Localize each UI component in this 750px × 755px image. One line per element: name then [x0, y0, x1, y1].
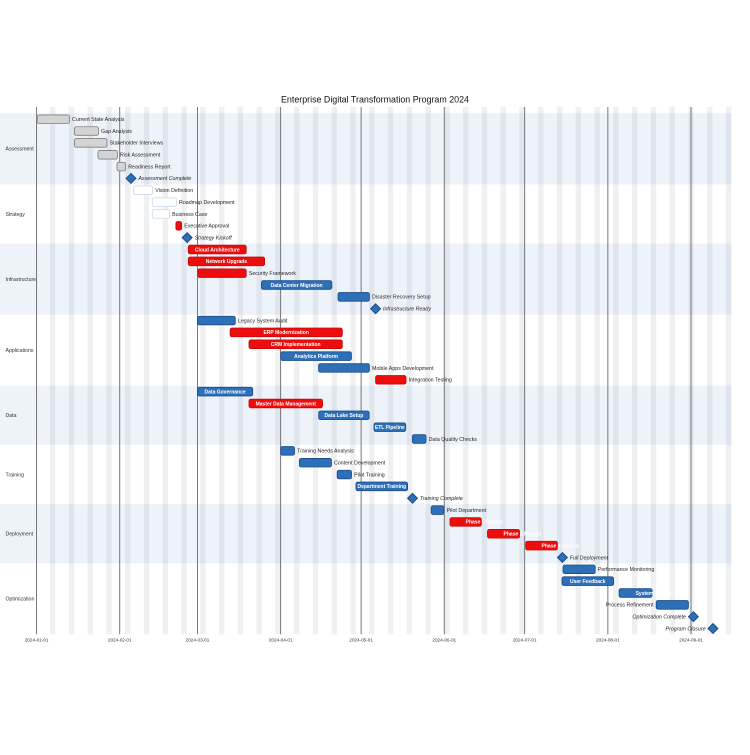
svg-text:Legacy System Audit: Legacy System Audit	[238, 318, 288, 324]
svg-text:Analytics Platform: Analytics Platform	[294, 354, 338, 360]
svg-text:Training: Training	[6, 472, 25, 478]
svg-text:ETL Pipeline: ETL Pipeline	[375, 425, 405, 431]
svg-text:Master Data Management: Master Data Management	[256, 401, 317, 407]
svg-text:Integration Testing: Integration Testing	[409, 378, 452, 384]
svg-text:CRM Implementation: CRM Implementation	[271, 342, 321, 348]
svg-text:Infrastructure: Infrastructure	[6, 277, 37, 283]
svg-text:Phase 2 Rollout: Phase 2 Rollout	[504, 532, 542, 538]
svg-text:Roadmap Development: Roadmap Development	[179, 200, 235, 206]
svg-text:2024-08-01: 2024-08-01	[596, 638, 620, 643]
svg-text:2024-06-01: 2024-06-01	[432, 638, 456, 643]
svg-text:2024-01-01: 2024-01-01	[25, 638, 49, 643]
svg-text:Training Needs Analysis: Training Needs Analysis	[297, 449, 354, 455]
svg-text:Phase 3 Rollout: Phase 3 Rollout	[542, 543, 580, 549]
svg-text:Assessment: Assessment	[6, 147, 35, 153]
svg-text:Optimization Complete: Optimization Complete	[632, 614, 686, 620]
svg-text:Content Development: Content Development	[334, 461, 386, 467]
svg-text:Data: Data	[6, 413, 17, 419]
svg-text:Deployment: Deployment	[6, 532, 34, 538]
svg-text:Pilot Department: Pilot Department	[447, 508, 487, 514]
svg-text:Risk Assessment: Risk Assessment	[120, 153, 161, 159]
svg-text:Process Refinement: Process Refinement	[606, 603, 654, 609]
svg-text:Cloud Architecture: Cloud Architecture	[195, 247, 240, 253]
svg-text:Phase 1 Rollout: Phase 1 Rollout	[466, 520, 504, 526]
svg-text:Network Upgrade: Network Upgrade	[206, 259, 248, 265]
svg-text:Performance Monitoring: Performance Monitoring	[598, 567, 655, 573]
svg-text:Strategy: Strategy	[6, 212, 26, 218]
svg-text:Disaster Recovery Setup: Disaster Recovery Setup	[372, 295, 431, 301]
svg-text:Applications: Applications	[6, 348, 34, 354]
svg-text:Vision Definition: Vision Definition	[155, 188, 193, 194]
svg-text:Assessment Complete: Assessment Complete	[137, 176, 191, 182]
svg-text:Security Framework: Security Framework	[249, 271, 296, 277]
svg-text:Pilot Training: Pilot Training	[354, 472, 385, 478]
svg-text:Readiness Report: Readiness Report	[128, 164, 171, 170]
svg-text:Program Closure: Program Closure	[666, 626, 706, 632]
svg-text:User Feedback: User Feedback	[570, 579, 606, 585]
svg-text:Data Governance: Data Governance	[205, 389, 246, 395]
svg-text:Infrastructure Ready: Infrastructure Ready	[383, 307, 431, 313]
svg-text:Department Training: Department Training	[357, 484, 406, 490]
svg-text:2024-03-01: 2024-03-01	[186, 638, 210, 643]
svg-text:Mobile Apps Development: Mobile Apps Development	[372, 366, 434, 372]
svg-text:Gap Analysis: Gap Analysis	[101, 129, 132, 135]
svg-text:Training Complete: Training Complete	[420, 496, 463, 502]
svg-text:2024-02-01: 2024-02-01	[108, 638, 132, 643]
svg-text:Executive Approval: Executive Approval	[184, 224, 229, 230]
svg-text:Business Case: Business Case	[172, 212, 207, 218]
svg-text:Data Lake Setup: Data Lake Setup	[324, 413, 363, 419]
svg-text:Optimization: Optimization	[6, 597, 35, 603]
svg-text:2024-04-01: 2024-04-01	[269, 638, 293, 643]
svg-text:Data Center Migration: Data Center Migration	[271, 283, 323, 289]
svg-text:Stakeholder Interviews: Stakeholder Interviews	[110, 141, 164, 147]
svg-text:2024-09-01: 2024-09-01	[679, 638, 703, 643]
svg-text:ERP Modernization: ERP Modernization	[263, 330, 308, 336]
svg-text:Data Quality Checks: Data Quality Checks	[429, 437, 478, 443]
svg-text:Full Deployment: Full Deployment	[570, 555, 609, 561]
svg-text:System Tuning: System Tuning	[636, 591, 671, 597]
svg-text:Enterprise Digital Transformat: Enterprise Digital Transformation Progra…	[281, 94, 469, 104]
svg-text:Strategy Kickoff: Strategy Kickoff	[195, 235, 233, 241]
svg-text:2024-07-01: 2024-07-01	[513, 638, 537, 643]
svg-text:Current State Analysis: Current State Analysis	[72, 117, 125, 123]
svg-text:2024-05-01: 2024-05-01	[349, 638, 373, 643]
